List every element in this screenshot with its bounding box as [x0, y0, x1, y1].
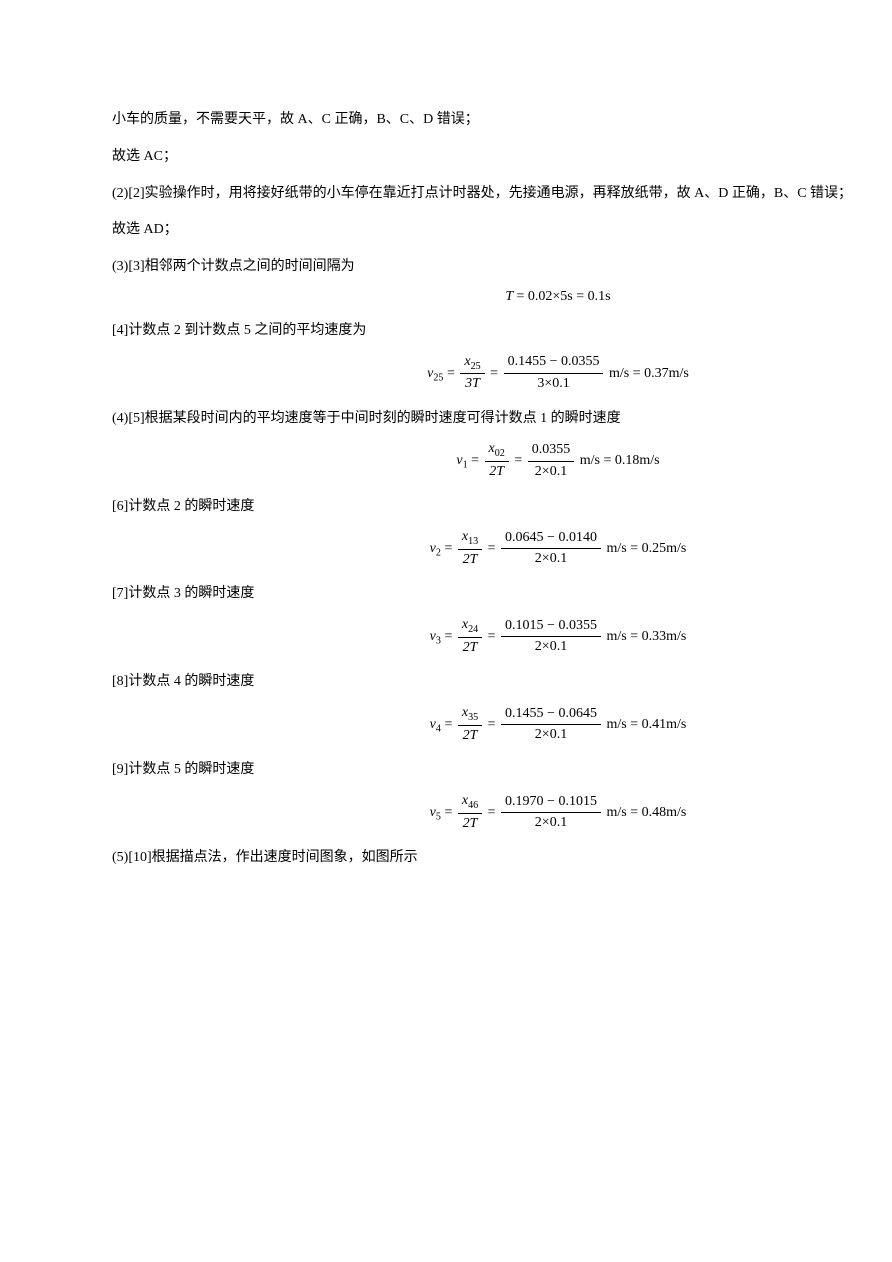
equation-T: T = 0.02×5s = 0.1s	[112, 289, 892, 306]
subscript: 25	[433, 372, 443, 383]
subscript: 46	[468, 800, 478, 811]
fraction: x24 2T	[458, 616, 482, 657]
fraction: x02 2T	[485, 440, 509, 481]
subscript: 24	[468, 624, 478, 635]
fraction-num: 0.1015 − 0.0355	[501, 617, 601, 637]
equation-lhs: T	[505, 289, 513, 304]
paragraph-text: [9]计数点 5 的瞬时速度	[112, 755, 892, 786]
fraction-num: 0.1455 − 0.0645	[501, 705, 601, 725]
fraction: 0.0355 2×0.1	[528, 441, 575, 480]
subscript: 1	[463, 460, 468, 471]
unit: m/s	[609, 365, 629, 380]
fraction: 0.1455 − 0.0355 3×0.1	[504, 353, 604, 392]
subscript: 02	[495, 448, 505, 459]
paragraph-text: 故选 AC；	[112, 142, 892, 173]
paragraph-text: 故选 AD；	[112, 215, 892, 246]
unit: m/s	[606, 805, 626, 820]
fraction: x13 2T	[458, 528, 482, 569]
fraction-den: 3×0.1	[504, 374, 604, 393]
equals-sign: =	[516, 289, 527, 304]
fraction: x46 2T	[458, 792, 482, 833]
result: = 0.48m/s	[630, 805, 686, 820]
fraction-den: 2×0.1	[501, 637, 601, 656]
fraction-den: 2T	[458, 550, 482, 569]
unit: m/s	[606, 541, 626, 556]
paragraph-text: [4]计数点 2 到计数点 5 之间的平均速度为	[112, 316, 892, 347]
result: = 0.33m/s	[630, 629, 686, 644]
result: = 0.41m/s	[630, 717, 686, 732]
paragraph-text: (3)[3]相邻两个计数点之间的时间间隔为	[112, 252, 892, 283]
fraction-num: 0.0355	[528, 441, 575, 461]
subscript: 3	[436, 636, 441, 647]
result: = 0.18m/s	[603, 453, 659, 468]
paragraph-text: [7]计数点 3 的瞬时速度	[112, 579, 892, 610]
subscript: 25	[471, 360, 481, 371]
subscript: 13	[468, 536, 478, 547]
paragraph-text: (2)[2]实验操作时，用将接好纸带的小车停在靠近打点计时器处，先接通电源，再释…	[112, 179, 892, 210]
subscript: 4	[436, 724, 441, 735]
fraction-num: 0.1970 − 0.1015	[501, 793, 601, 813]
fraction-num: 0.0645 − 0.0140	[501, 529, 601, 549]
unit: m/s	[606, 717, 626, 732]
fraction-den: 2T	[458, 814, 482, 833]
equation-v1: v1 = x02 2T = 0.0355 2×0.1 m/s = 0.18m/s	[112, 440, 892, 481]
paragraph-text: [8]计数点 4 的瞬时速度	[112, 667, 892, 698]
equation-v5: v5 = x46 2T = 0.1970 − 0.1015 2×0.1 m/s …	[112, 792, 892, 833]
fraction-den: 2×0.1	[501, 725, 601, 744]
fraction-den: 2T	[458, 638, 482, 657]
fraction: 0.1015 − 0.0355 2×0.1	[501, 617, 601, 656]
equation-v2: v2 = x13 2T = 0.0645 − 0.0140 2×0.1 m/s …	[112, 528, 892, 569]
fraction-den: 2×0.1	[501, 813, 601, 832]
paragraph-text: (4)[5]根据某段时间内的平均速度等于中间时刻的瞬时速度可得计数点 1 的瞬时…	[112, 404, 892, 435]
equation-v25: v25 = x25 3T = 0.1455 − 0.0355 3×0.1 m/s…	[112, 353, 892, 394]
fraction: 0.1455 − 0.0645 2×0.1	[501, 705, 601, 744]
fraction: 0.1970 − 0.1015 2×0.1	[501, 793, 601, 832]
fraction: 0.0645 − 0.0140 2×0.1	[501, 529, 601, 568]
equation-rhs: 0.02×5s = 0.1s	[528, 289, 611, 304]
fraction-den: 2×0.1	[501, 549, 601, 568]
equation-v4: v4 = x35 2T = 0.1455 − 0.0645 2×0.1 m/s …	[112, 704, 892, 745]
subscript: 35	[468, 712, 478, 723]
fraction-num: 0.1455 − 0.0355	[504, 353, 604, 373]
fraction-den: 2T	[458, 726, 482, 745]
equation-v3: v3 = x24 2T = 0.1015 − 0.0355 2×0.1 m/s …	[112, 616, 892, 657]
paragraph-text: [6]计数点 2 的瞬时速度	[112, 492, 892, 523]
subscript: 5	[436, 812, 441, 823]
subscript: 2	[436, 548, 441, 559]
paragraph-text: (5)[10]根据描点法，作出速度时间图象，如图所示	[112, 843, 892, 874]
result: = 0.37m/s	[633, 365, 689, 380]
fraction: x35 2T	[458, 704, 482, 745]
result: = 0.25m/s	[630, 541, 686, 556]
fraction-den: 2×0.1	[528, 462, 575, 481]
fraction-den: 3T	[460, 374, 484, 393]
paragraph-text: 小车的质量，不需要天平，故 A、C 正确，B、C、D 错误；	[112, 105, 892, 136]
fraction: x25 3T	[460, 353, 484, 394]
fraction-den: 2T	[485, 462, 509, 481]
unit: m/s	[606, 629, 626, 644]
unit: m/s	[580, 453, 600, 468]
